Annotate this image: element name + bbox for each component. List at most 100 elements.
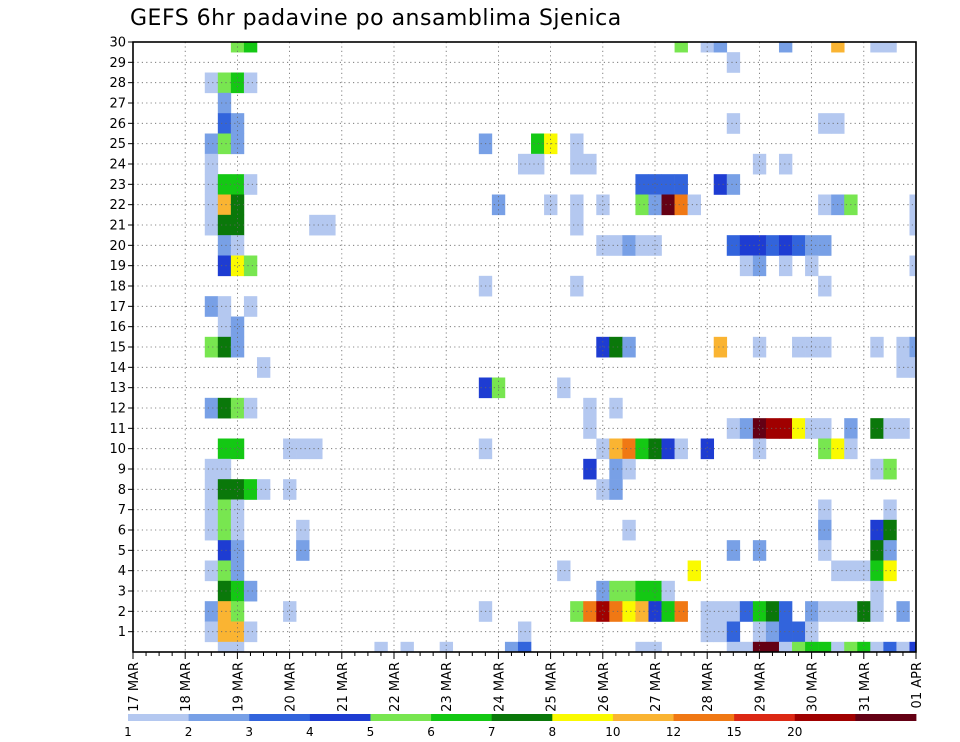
y-tick-label: 26 xyxy=(109,117,126,132)
heatmap-cell xyxy=(204,214,219,236)
legend-swatch xyxy=(431,714,493,721)
legend-swatch xyxy=(794,714,856,721)
heatmap-cell xyxy=(661,194,675,216)
x-axis: 17 MAR 18 MAR 19 MAR 20 MAR 21 MAR 22 MAR 23 M… xyxy=(127,652,925,712)
legend-label: 20 xyxy=(787,725,802,739)
legend-swatch xyxy=(673,714,735,721)
heatmap-cell xyxy=(217,479,232,500)
heatmap-cell xyxy=(204,133,219,155)
legend-label: 6 xyxy=(427,725,435,739)
heatmap-cell xyxy=(609,235,623,256)
heatmap-cell xyxy=(217,580,232,602)
heatmap-cell xyxy=(713,336,728,358)
y-tick-label: 9 xyxy=(118,463,126,478)
y-tick-label: 23 xyxy=(109,178,126,193)
heatmap-cell xyxy=(700,601,715,622)
heatmap-cell xyxy=(517,641,532,653)
heatmap-cell xyxy=(583,601,597,622)
heatmap-cell xyxy=(609,601,623,622)
heatmap-cell xyxy=(778,235,793,256)
heatmap-cell xyxy=(648,174,662,195)
heatmap-cell xyxy=(217,540,232,561)
heatmap-cell xyxy=(309,438,323,460)
heatmap-cell xyxy=(217,499,232,521)
heatmap-cell xyxy=(504,641,519,653)
heatmap-cell xyxy=(217,92,232,114)
legend-swatch xyxy=(855,714,917,721)
heatmap-cell xyxy=(648,580,662,602)
heatmap-cell xyxy=(765,418,780,439)
heatmap-cell xyxy=(204,336,219,358)
heatmap-cell xyxy=(531,153,545,175)
y-tick-label: 14 xyxy=(109,361,126,376)
x-tick-label: 18 MAR xyxy=(179,662,194,712)
heatmap-cell xyxy=(583,418,597,439)
x-tick-label: 31 MAR xyxy=(858,662,873,712)
x-tick-label: 29 MAR xyxy=(753,662,768,712)
heatmap-cell xyxy=(609,438,623,460)
chart-title: GEFS 6hr padavine po ansamblima Sjenica xyxy=(130,6,622,31)
heatmap-cell xyxy=(713,42,728,53)
heatmap-cell xyxy=(283,438,297,460)
y-tick-label: 18 xyxy=(109,280,126,295)
heatmap-cell xyxy=(778,641,793,653)
heatmap-cell xyxy=(557,377,571,399)
legend-label: 8 xyxy=(548,725,556,739)
heatmap-cell xyxy=(778,42,793,53)
heatmap-cell xyxy=(805,641,819,653)
heatmap-cell xyxy=(635,601,649,622)
legend-label: 15 xyxy=(727,725,742,739)
x-tick-label: 20 MAR xyxy=(284,662,299,712)
heatmap-cell xyxy=(243,397,258,419)
heatmap-cell xyxy=(661,580,675,602)
heatmap-cell xyxy=(217,194,232,216)
y-tick-label: 4 xyxy=(118,564,126,579)
heatmap-cell xyxy=(296,438,310,460)
heatmap-cell xyxy=(726,418,741,439)
x-tick-label: 22 MAR xyxy=(388,662,403,712)
legend-label: 7 xyxy=(488,725,496,739)
heatmap-cell xyxy=(583,153,597,175)
heatmap-cell xyxy=(570,601,584,622)
heatmap-cell xyxy=(765,601,780,622)
heatmap-cell xyxy=(230,479,245,500)
heatmap-cell xyxy=(400,641,414,653)
heatmap-cell xyxy=(596,580,610,602)
heatmap-cell xyxy=(752,540,767,561)
heatmap-cell xyxy=(204,458,219,480)
heatmap-cell xyxy=(818,641,832,653)
heatmap-cell xyxy=(204,560,219,582)
heatmap-cell xyxy=(765,641,780,653)
heatmap-cell xyxy=(609,479,623,500)
heatmap-cell xyxy=(726,113,741,134)
heatmap-cell xyxy=(204,72,219,94)
heatmap-cell xyxy=(283,479,297,500)
heatmap-cell xyxy=(230,438,245,460)
heatmap-cell xyxy=(622,438,636,460)
heatmap-cell xyxy=(230,540,245,561)
heatmap-cell xyxy=(661,438,675,460)
heatmap-cell xyxy=(752,641,767,653)
legend-swatch xyxy=(612,714,674,721)
heatmap-cell xyxy=(622,235,636,256)
heatmap-cell xyxy=(648,438,662,460)
heatmap-cell xyxy=(648,601,662,622)
heatmap-cell xyxy=(256,357,271,378)
legend-swatch xyxy=(188,714,250,721)
heatmap-cell xyxy=(570,153,584,175)
heatmap-cell xyxy=(243,296,258,317)
heatmap-cell xyxy=(635,641,649,653)
y-tick-label: 8 xyxy=(118,483,126,498)
heatmap-cell xyxy=(230,519,245,541)
heatmap-cell xyxy=(909,641,917,653)
heatmap-cell xyxy=(217,336,232,358)
heatmap-cell xyxy=(844,641,858,653)
heatmap-cell xyxy=(622,458,636,480)
heatmap-cell xyxy=(831,42,845,53)
heatmap-cell xyxy=(661,601,675,622)
heatmap-cell xyxy=(531,133,545,155)
heatmap-cell xyxy=(243,255,258,277)
heatmap-cell xyxy=(309,214,323,236)
heatmap-cell xyxy=(583,458,597,480)
heatmap-cell xyxy=(217,235,232,256)
